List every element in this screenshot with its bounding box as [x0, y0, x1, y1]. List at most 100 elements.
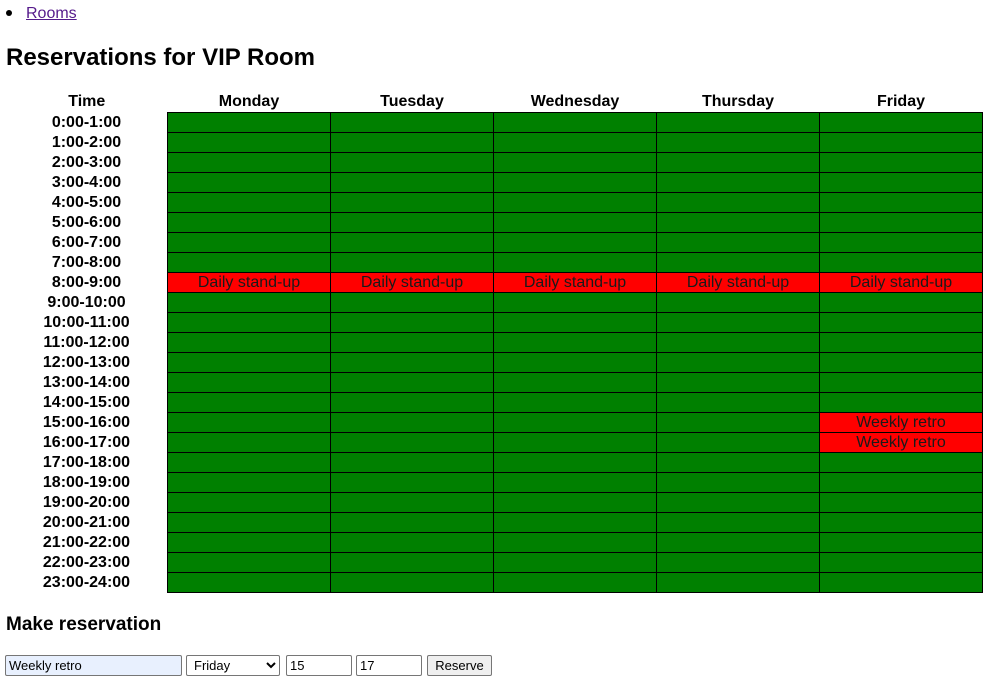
free-slot — [819, 292, 983, 313]
free-slot — [167, 512, 331, 533]
end-hour-input[interactable] — [356, 655, 422, 676]
table-row: 7:00-8:00 — [6, 252, 983, 273]
time-slot-label: 4:00-5:00 — [51, 193, 122, 211]
breadcrumb-nav: Rooms — [6, 4, 77, 24]
free-slot — [656, 332, 820, 353]
free-slot — [493, 452, 657, 473]
time-slot-label: 18:00-19:00 — [42, 473, 131, 491]
reserved-slot: Daily stand-up — [819, 272, 983, 293]
free-slot — [819, 172, 983, 193]
free-slot — [819, 232, 983, 253]
free-slot — [656, 532, 820, 553]
reserved-slot: Weekly retro — [819, 432, 983, 453]
free-slot — [330, 452, 494, 473]
table-row: 6:00-7:00 — [6, 232, 983, 253]
free-slot — [819, 192, 983, 213]
time-slot-label: 22:00-23:00 — [42, 553, 131, 571]
free-slot — [330, 552, 494, 573]
time-column-header: Time — [68, 93, 106, 111]
reserved-slot: Weekly retro — [819, 412, 983, 433]
time-slot-label: 7:00-8:00 — [51, 253, 122, 271]
table-row: 10:00-11:00 — [6, 312, 983, 333]
free-slot — [819, 252, 983, 273]
free-slot — [330, 332, 494, 353]
free-slot — [493, 232, 657, 253]
make-reservation-heading: Make reservation — [6, 614, 162, 635]
free-slot — [493, 512, 657, 533]
free-slot — [656, 252, 820, 273]
free-slot — [656, 192, 820, 213]
free-slot — [167, 252, 331, 273]
free-slot — [656, 512, 820, 533]
free-slot — [493, 332, 657, 353]
table-row: 5:00-6:00 — [6, 212, 983, 233]
free-slot — [656, 392, 820, 413]
free-slot — [330, 312, 494, 333]
day-header-thursday: Thursday — [701, 93, 774, 110]
free-slot — [330, 492, 494, 513]
time-slot-label: 9:00-10:00 — [47, 293, 126, 311]
free-slot — [167, 372, 331, 393]
free-slot — [330, 352, 494, 373]
free-slot — [330, 372, 494, 393]
free-slot — [493, 492, 657, 513]
free-slot — [493, 112, 657, 133]
rooms-link[interactable]: Rooms — [26, 5, 77, 22]
free-slot — [656, 152, 820, 173]
free-slot — [167, 412, 331, 433]
time-slot-label: 12:00-13:00 — [42, 353, 131, 371]
free-slot — [656, 432, 820, 453]
free-slot — [819, 312, 983, 333]
time-slot-label: 20:00-21:00 — [42, 513, 131, 531]
free-slot — [167, 572, 331, 593]
time-slot-label: 2:00-3:00 — [51, 153, 122, 171]
free-slot — [330, 232, 494, 253]
free-slot — [656, 212, 820, 233]
reserve-button[interactable]: Reserve — [427, 655, 492, 676]
start-hour-input[interactable] — [286, 655, 352, 676]
free-slot — [330, 532, 494, 553]
table-row: 14:00-15:00 — [6, 392, 983, 413]
time-slot-label: 0:00-1:00 — [51, 113, 122, 131]
free-slot — [167, 472, 331, 493]
free-slot — [167, 172, 331, 193]
free-slot — [493, 312, 657, 333]
free-slot — [167, 292, 331, 313]
reservation-title-input[interactable] — [5, 655, 182, 676]
table-row: 2:00-3:00 — [6, 152, 983, 173]
table-row: 1:00-2:00 — [6, 132, 983, 153]
reserved-slot: Daily stand-up — [330, 272, 494, 293]
free-slot — [493, 532, 657, 553]
reserved-slot: Daily stand-up — [167, 272, 331, 293]
free-slot — [167, 312, 331, 333]
time-slot-label: 11:00-12:00 — [43, 333, 130, 351]
day-select[interactable]: Friday — [186, 655, 280, 676]
free-slot — [656, 352, 820, 373]
table-row: 20:00-21:00 — [6, 512, 983, 533]
table-row: 8:00-9:00 Daily stand-up Daily stand-up Dai… — [6, 272, 983, 293]
free-slot — [819, 132, 983, 153]
table-row: 19:00-20:00 — [6, 492, 983, 513]
table-row: 17:00-18:00 — [6, 452, 983, 473]
time-slot-label: 10:00-11:00 — [43, 313, 130, 331]
day-header-wednesday: Wednesday — [530, 93, 620, 110]
free-slot — [167, 332, 331, 353]
free-slot — [493, 152, 657, 173]
free-slot — [493, 392, 657, 413]
free-slot — [493, 432, 657, 453]
free-slot — [493, 472, 657, 493]
table-row: 12:00-13:00 — [6, 352, 983, 373]
page-title: Reservations for VIP Room — [6, 44, 315, 71]
time-slot-label: 13:00-14:00 — [42, 373, 131, 391]
free-slot — [819, 392, 983, 413]
table-row: 4:00-5:00 — [6, 192, 983, 213]
free-slot — [167, 232, 331, 253]
free-slot — [330, 292, 494, 313]
free-slot — [819, 492, 983, 513]
free-slot — [493, 252, 657, 273]
free-slot — [330, 252, 494, 273]
free-slot — [167, 112, 331, 133]
free-slot — [330, 212, 494, 233]
free-slot — [330, 472, 494, 493]
table-body: 0:00-1:00 1:00-2:00 2:00-3:00 3:00-4:00 4:00… — [6, 112, 983, 593]
